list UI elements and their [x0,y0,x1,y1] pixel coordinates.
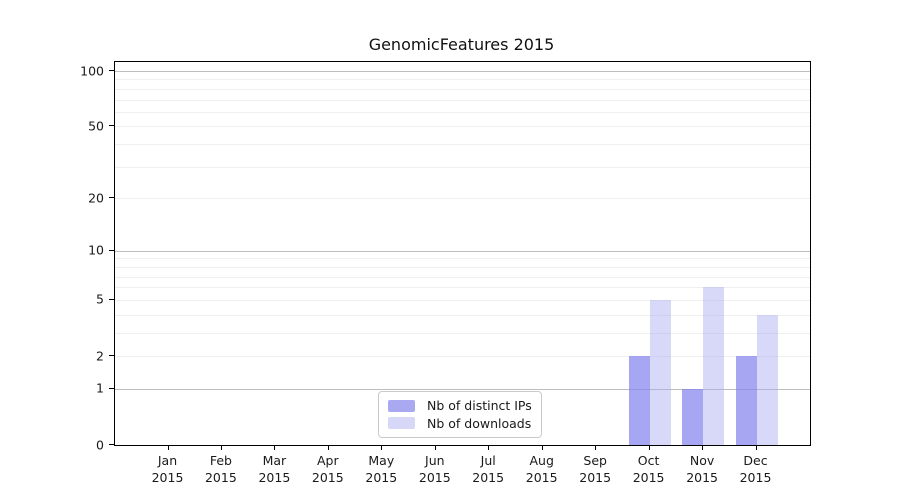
gridline-minor [115,332,810,334]
x-tick-label-line: 2015 [472,470,505,485]
gridline-minor [115,258,810,260]
x-tick-label-line: 2015 [365,470,398,485]
y-tick-label: 5 [96,291,104,307]
gridline-minor [115,314,810,316]
x-tick-label-line: Jan [157,453,178,468]
gridline-minor [115,166,810,168]
x-tick-label-jun: Jun 2015 [395,452,475,486]
x-tick-mark [648,445,650,450]
x-tick-label-line: 2015 [739,470,772,485]
gridline-minor [115,266,810,268]
bar-oct-ips [628,356,650,445]
x-tick-label-line: Jul [480,453,496,468]
gridline-major [115,388,810,390]
y-tick-label: 100 [80,63,104,78]
x-tick-label-line: Dec [743,453,768,468]
x-tick-label-apr: Apr 2015 [288,452,368,486]
y-tick-mark [109,70,114,71]
gridline-minor [115,276,810,278]
y-tick-mark [109,444,114,445]
x-tick-label-line: 2015 [204,470,237,485]
x-tick-mark [702,445,704,450]
x-tick-label-may: May 2015 [341,452,421,486]
x-tick-label-line: Oct [637,453,660,468]
x-tick-mark [488,445,490,450]
x-tick-label-line: Jun [425,453,445,468]
gridline-minor [115,287,810,289]
x-tick-label-mar: Mar 2015 [234,452,314,486]
y-tick-mark [109,249,114,251]
x-tick-mark [381,445,383,450]
x-tick-label-line: Aug [529,453,554,468]
bar-dec-downloads [756,314,778,445]
gridline-minor [115,198,810,200]
gridline-major [115,71,810,72]
x-tick-label-nov: Nov 2015 [662,452,742,486]
x-tick-mark [595,445,597,450]
gridline-minor [115,356,810,357]
x-tick-label-line: 2015 [151,470,184,485]
x-tick-mark [327,445,329,450]
gridline-minor [115,299,810,301]
gridline-minor [115,99,810,101]
x-tick-mark [167,445,169,450]
x-tick-label-line: Sep [583,453,607,468]
gridline-minor [115,126,810,128]
gridline-major [115,250,810,252]
gridline-minor [115,111,810,113]
x-tick-label-oct: Oct 2015 [609,452,689,486]
gridline-minor [115,88,810,90]
y-tick-mark [109,197,114,199]
bar-nov-ips [682,388,704,445]
x-tick-label-line: 2015 [579,470,612,485]
chart-title: GenomicFeatures 2015 [368,35,555,54]
x-tick-label-line: Mar [262,453,287,468]
legend-label: Nb of downloads [427,415,532,431]
x-tick-label-line: 2015 [258,470,291,485]
bar-oct-downloads [649,299,671,445]
y-tick-mark [109,355,114,356]
x-tick-label-line: 2015 [525,470,558,485]
x-tick-label-line: 2015 [418,470,451,485]
legend-label: Nb of distinct IPs [427,398,532,414]
x-tick-mark [434,445,436,450]
x-tick-mark [220,445,222,450]
x-tick-label-sep: Sep 2015 [555,452,635,486]
y-tick-label: 1 [96,380,104,396]
x-tick-label-line: Apr [316,453,339,468]
y-tick-label: 20 [88,190,104,206]
x-tick-mark [755,445,757,450]
gridline-minor [115,79,810,81]
y-tick-mark [109,387,114,389]
x-tick-label-line: May [368,453,395,468]
y-tick-mark [109,298,114,300]
x-tick-label-feb: Feb 2015 [181,452,261,486]
x-tick-label-jul: Jul 2015 [448,452,528,486]
x-tick-label-aug: Aug 2015 [502,452,582,486]
x-tick-mark [274,445,276,450]
legend-swatch [388,417,415,430]
bar-dec-ips [735,356,757,445]
x-tick-mark [541,445,543,450]
legend: Nb of distinct IPs Nb of downloads [378,391,542,438]
x-tick-label-line: Feb [209,453,232,468]
x-tick-label-dec: Dec 2015 [716,452,796,486]
y-tick-label: 10 [88,242,104,258]
y-tick-label: 0 [96,437,104,452]
bar-nov-downloads [703,287,725,445]
x-tick-label-jan: Jan 2015 [128,452,208,486]
x-tick-label-line: 2015 [632,470,665,485]
gridline-minor [115,144,810,146]
x-tick-label-line: Nov [689,453,715,468]
y-tick-label: 2 [96,348,104,363]
plot-area [114,61,811,446]
x-tick-label-line: 2015 [686,470,718,485]
y-tick-mark [109,125,114,127]
y-tick-label: 50 [88,118,104,134]
legend-swatch [388,399,415,412]
legend-item: Nb of downloads [388,415,532,432]
legend-item: Nb of distinct IPs [388,397,532,414]
x-tick-label-line: 2015 [311,470,344,485]
